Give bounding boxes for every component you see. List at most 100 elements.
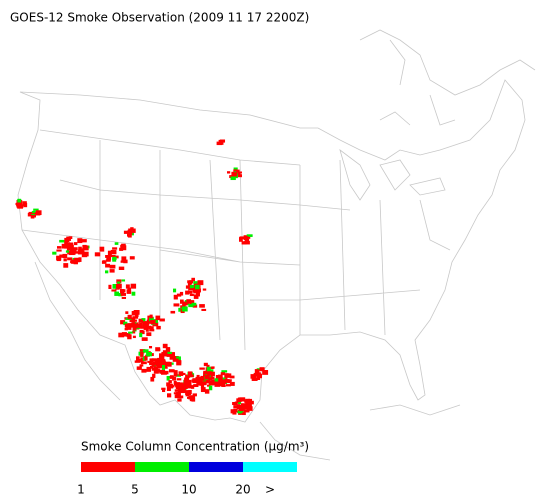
smoke-pixel: [118, 266, 125, 271]
smoke-pixel: [182, 388, 186, 393]
smoke-pixel: [233, 405, 239, 409]
colorbar-segment: [243, 462, 297, 472]
smoke-pixel: [172, 358, 179, 362]
smoke-pixel: [164, 362, 171, 366]
smoke-pixel: [155, 347, 161, 352]
smoke-pixel: [146, 332, 152, 337]
smoke-pixel: [134, 323, 140, 326]
smoke-pixel: [177, 398, 182, 402]
smoke-pixel: [120, 245, 126, 249]
smoke-pixel: [176, 356, 181, 361]
smoke-pixel: [229, 375, 235, 379]
smoke-pixel: [81, 253, 88, 258]
smoke-pixel: [64, 245, 70, 249]
smoke-pixel: [110, 255, 116, 258]
smoke-pixel: [166, 382, 171, 387]
smoke-pixel: [52, 251, 57, 255]
colorbar-tick-label: 1: [77, 483, 85, 497]
smoke-pixel: [120, 260, 125, 263]
smoke-pixel: [192, 393, 197, 397]
smoke-pixel: [111, 289, 117, 292]
smoke-pixel: [185, 390, 192, 396]
smoke-pixel: [186, 290, 193, 294]
smoke-pixel: [181, 385, 187, 389]
smoke-pixel: [141, 368, 147, 373]
smoke-pixel: [123, 259, 128, 264]
smoke-pixel: [236, 174, 243, 178]
smoke-pixel: [63, 263, 69, 268]
smoke-pixel: [206, 378, 211, 384]
smoke-pixel: [121, 296, 127, 299]
smoke-pixel: [172, 376, 177, 381]
smoke-pixel: [153, 366, 159, 370]
smoke-pixel: [207, 384, 211, 387]
smoke-pixel: [183, 302, 188, 306]
smoke-pixel: [149, 320, 154, 323]
smoke-pixel: [141, 318, 146, 323]
smoke-pixel: [177, 386, 182, 391]
smoke-pixel: [120, 320, 126, 325]
smoke-pixel: [179, 372, 186, 375]
smoke-pixel: [109, 264, 116, 269]
smoke-pixel: [149, 358, 154, 363]
smoke-pixel: [237, 171, 242, 174]
smoke-pixel: [173, 381, 177, 386]
smoke-pixel: [70, 248, 76, 254]
smoke-pixel: [176, 391, 181, 397]
smoke-pixel: [189, 293, 194, 297]
smoke-pixel: [187, 374, 194, 378]
smoke-pixel: [229, 381, 235, 386]
smoke-pixel: [146, 319, 153, 324]
smoke-pixel: [15, 202, 22, 206]
smoke-pixel: [243, 409, 250, 413]
smoke-pixel: [140, 352, 144, 357]
smoke-pixel: [130, 227, 134, 231]
smoke-pixel: [245, 236, 249, 239]
smoke-pixel: [155, 315, 161, 321]
smoke-pixel: [190, 385, 195, 389]
smoke-pixel: [245, 404, 252, 409]
smoke-pixel: [152, 373, 156, 378]
smoke-pixel: [114, 242, 119, 245]
smoke-pixel: [239, 237, 243, 242]
smoke-pixel: [256, 375, 261, 381]
smoke-pixel: [129, 256, 135, 260]
smoke-pixel: [57, 246, 62, 249]
smoke-pixel: [237, 400, 241, 405]
smoke-pixel: [161, 387, 166, 390]
smoke-pixel: [205, 374, 210, 380]
smoke-pixel: [78, 257, 82, 262]
smoke-pixel: [120, 293, 126, 296]
smoke-pixel: [233, 172, 237, 176]
smoke-pixel: [136, 366, 142, 370]
smoke-pixel: [139, 332, 143, 338]
smoke-pixel: [166, 376, 170, 381]
smoke-pixel: [150, 326, 154, 331]
colorbar-overflow-label: >: [265, 483, 275, 497]
smoke-pixel: [156, 360, 162, 364]
smoke-pixel: [251, 377, 258, 381]
smoke-pixel: [127, 229, 132, 234]
smoke-pixel: [157, 363, 162, 368]
smoke-pixel: [176, 378, 182, 381]
smoke-pixel: [262, 370, 269, 375]
smoke-pixel: [65, 250, 70, 253]
smoke-pixel: [149, 314, 153, 319]
smoke-pixel: [246, 406, 252, 411]
smoke-pixel: [139, 349, 146, 353]
smoke-pixel: [203, 370, 209, 376]
smoke-pixel: [167, 361, 172, 367]
smoke-pixel: [106, 256, 112, 261]
smoke-pixel: [203, 362, 208, 367]
smoke-pixel: [179, 395, 184, 399]
smoke-pixel: [223, 379, 230, 383]
smoke-pixel: [176, 360, 182, 364]
smoke-pixel: [202, 381, 207, 386]
smoke-pixel: [112, 247, 118, 250]
smoke-pixel: [164, 361, 168, 366]
smoke-pixel: [237, 410, 242, 414]
smoke-pixel: [94, 252, 101, 257]
smoke-pixel: [162, 350, 167, 354]
smoke-pixel: [134, 360, 141, 363]
